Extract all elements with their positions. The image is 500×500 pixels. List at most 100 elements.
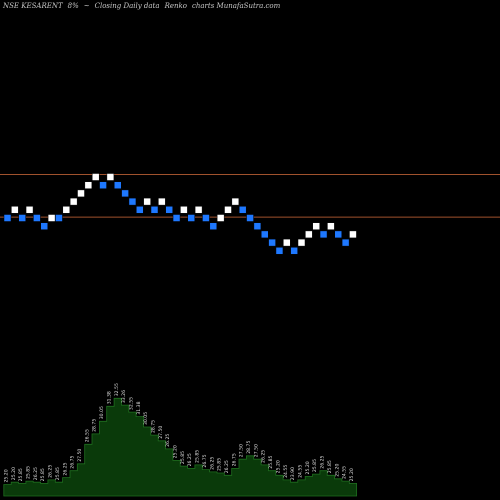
volume-label: 25.85 [312, 459, 318, 472]
volume-label: 25.85 [40, 468, 46, 481]
volume-label: 32.55 [114, 383, 120, 396]
renko-brick-up [143, 197, 151, 206]
renko-brick-down [290, 247, 298, 255]
renko-brick-down [261, 230, 269, 239]
renko-brick-up [216, 214, 225, 222]
renko-brick-up [180, 206, 188, 214]
volume-label: 27.50 [77, 449, 83, 462]
volume-label: 30.05 [143, 412, 149, 425]
volume-label: 26.25 [48, 465, 54, 478]
renko-brick-down [238, 206, 247, 214]
volume-label: 26.75 [202, 454, 208, 467]
renko-brick-down [187, 214, 195, 222]
volume-label: 26.25 [261, 450, 267, 463]
renko-brick-up [84, 181, 93, 189]
volume-label: 26.25 [209, 457, 215, 470]
volume-label: 25.20 [349, 468, 355, 481]
volume-label: 25.85 [55, 467, 61, 480]
renko-brick-down [202, 214, 210, 222]
renko-brick-down [334, 230, 342, 239]
renko-brick-down [253, 222, 262, 230]
volume-label: 25.85 [18, 468, 24, 481]
volume-label: 25.20 [173, 445, 179, 458]
data-type-label: Closing Daily data [94, 2, 160, 10]
renko-brick-up [305, 230, 313, 239]
renko-brick-up [69, 197, 78, 206]
volume-label: 25.85 [327, 460, 333, 473]
volume-label: 32.55 [128, 397, 134, 410]
renko-brick-down [319, 230, 328, 239]
renko-brick-up [106, 173, 115, 181]
renko-brick-up [297, 238, 306, 247]
volume-label: 25.20 [305, 461, 311, 474]
renko-brick-down [114, 181, 122, 189]
renko-brick-up [25, 206, 34, 214]
volume-label: 23.90 [290, 467, 296, 480]
renko-brick-up [91, 173, 100, 181]
renko-brick-up [158, 197, 166, 206]
chart-name-label: Renko [164, 2, 187, 10]
volume-label: 26.25 [187, 453, 193, 466]
renko-brick-down [18, 214, 26, 222]
volume-label: 26.25 [62, 462, 68, 475]
renko-brick-down [209, 222, 218, 230]
renko-brick-up [11, 206, 19, 214]
renko-brick-down [55, 214, 63, 222]
volume-label: 24.55 [283, 465, 289, 478]
renko-brick-up [47, 214, 56, 222]
renko-brick-up [224, 206, 232, 214]
chart-header: NSE KESARENT 8% ~ Closing Daily data Renko ch… [3, 2, 285, 10]
renko-brick-down [136, 206, 144, 214]
volume-label: 24.55 [342, 466, 348, 479]
renko-brick-up [327, 222, 335, 230]
volume-label: 31.38 [106, 391, 112, 404]
volume-label: 25.20 [11, 467, 17, 480]
volume-label: 28.75 [92, 419, 98, 432]
renko-brick-down [246, 214, 254, 222]
volume-label: 30.05 [99, 406, 105, 419]
volume-label: 25.20 [334, 464, 340, 477]
renko-brick-down [165, 206, 173, 214]
volume-label: 27.50 [239, 444, 245, 457]
volume-label: 25.85 [268, 455, 274, 468]
volume-label: 26.75 [231, 453, 237, 466]
volume-label: 26.25 [320, 455, 326, 468]
volume-area-fill [3, 397, 358, 497]
volume-label: 26.25 [224, 460, 230, 473]
brand-label: charts MunafaSutra.com [191, 2, 281, 10]
renko-brick-up [283, 238, 291, 247]
volume-label: 27.50 [158, 426, 164, 439]
volume-label: 26.55 [84, 429, 90, 442]
volume-label: 33.26 [121, 390, 127, 403]
volume-label: 24.55 [298, 465, 304, 478]
volume-label: 28.75 [151, 420, 157, 433]
renko-brick-up [62, 206, 71, 214]
brick-size-label: 8% [67, 2, 79, 10]
trend-label: ~ [83, 2, 90, 10]
volume-label: 26.25 [33, 467, 39, 480]
volume-area: 25.20 25.20 25.85 25.85 26.25 25.85 26.25 25.85… [3, 383, 358, 497]
volume-label: 26.25 [165, 434, 171, 447]
volume-label: 27.50 [253, 444, 259, 457]
renko-brick-down [99, 181, 107, 189]
renko-bricks [3, 173, 357, 255]
renko-brick-up [77, 189, 85, 198]
renko-brick-down [172, 214, 181, 222]
volume-label: 25.85 [217, 458, 223, 471]
volume-label: 25.85 [180, 451, 186, 464]
reference-lines [0, 174, 500, 218]
renko-brick-down [40, 222, 48, 230]
renko-brick-down [128, 197, 137, 206]
renko-brick-down [121, 189, 129, 198]
renko-brick-up [231, 197, 240, 206]
volume-label: 25.20 [275, 460, 281, 473]
volume-label: 31.38 [136, 401, 142, 414]
renko-brick-down [275, 247, 284, 255]
volume-label: 28.75 [246, 441, 252, 454]
renko-brick-down [33, 214, 41, 222]
renko-brick-up [312, 222, 320, 230]
renko-brick-down [150, 206, 159, 214]
volume-label: 25.85 [195, 450, 201, 463]
renko-brick-up [349, 230, 357, 239]
